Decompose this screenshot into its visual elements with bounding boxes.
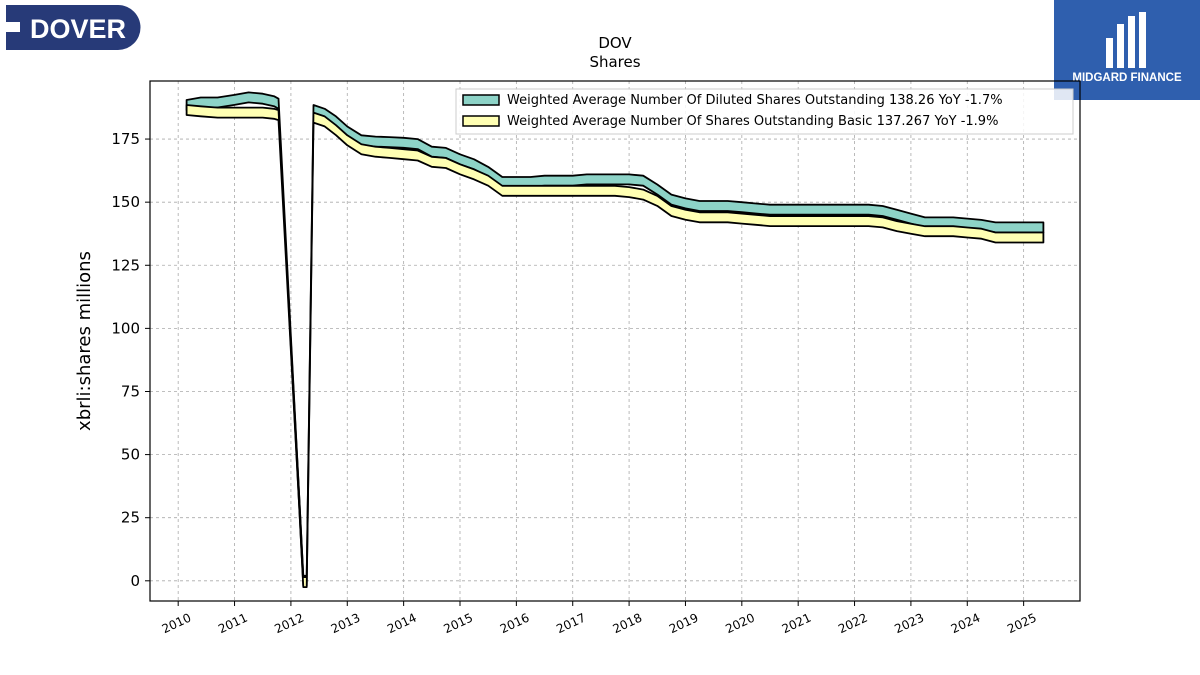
midgard-logo-text: MIDGARD FINANCE — [1072, 72, 1182, 84]
x-tick-label: 2022 — [836, 611, 870, 637]
y-tick-label: 25 — [121, 509, 140, 527]
chart-subtitle: Shares — [589, 53, 640, 71]
x-tick-label: 2020 — [723, 611, 757, 637]
x-tick-label: 2018 — [611, 611, 645, 637]
y-tick-label: 125 — [111, 256, 140, 274]
y-tick-label: 75 — [121, 382, 140, 400]
x-tick-label: 2025 — [1005, 611, 1039, 637]
x-tick-label: 2017 — [554, 611, 588, 637]
x-axis-ticks: 2010 2011 2012 2013 2014 2015 2016 2017 2018 2019… — [160, 601, 1039, 636]
legend-label-diluted: Weighted Average Number Of Diluted Share… — [507, 93, 1003, 108]
x-tick-label: 2024 — [949, 611, 983, 637]
y-tick-label: 0 — [130, 572, 140, 590]
legend-box — [455, 88, 1074, 135]
x-tick-label: 2015 — [442, 611, 476, 637]
x-tick-label: 2019 — [667, 611, 701, 637]
y-tick-label: 50 — [121, 446, 140, 464]
x-tick-label: 2013 — [329, 611, 363, 637]
chart-title: DOV — [598, 34, 632, 52]
midgard-finance-logo: MIDGARD FINANCE — [1054, 0, 1200, 100]
x-tick-label: 2021 — [780, 611, 814, 637]
dover-logo-badge — [6, 5, 141, 50]
legend-swatch-diluted — [462, 94, 500, 106]
x-tick-label: 2010 — [160, 611, 194, 637]
legend-label-basic: Weighted Average Number Of Shares Outsta… — [507, 114, 998, 129]
series-areas — [185, 91, 1045, 588]
x-tick-label: 2016 — [498, 611, 532, 637]
x-tick-label: 2023 — [892, 611, 926, 637]
legend-swatch-basic — [462, 115, 500, 127]
series-basic-area — [185, 104, 1045, 588]
plot-frame — [149, 80, 1081, 602]
y-axis-ticks: 0 25 50 75 100 125 150 175 — [111, 130, 150, 590]
x-tick-label: 2014 — [385, 611, 419, 637]
legend: Weighted Average Number Of Diluted Share… — [455, 88, 1074, 135]
x-tick-label: 2011 — [216, 611, 250, 637]
midgard-emblem-icon — [1106, 12, 1146, 68]
dover-logo: DOVER — [6, 5, 142, 50]
y-axis-label: xbrli:shares millions — [74, 251, 95, 431]
series-diluted-area — [185, 91, 1045, 587]
y-tick-label: 150 — [111, 193, 140, 211]
y-tick-label: 175 — [111, 130, 140, 148]
y-tick-label: 100 — [111, 319, 140, 337]
dover-logo-text: DOVER — [30, 14, 126, 44]
x-tick-label: 2012 — [272, 611, 306, 637]
